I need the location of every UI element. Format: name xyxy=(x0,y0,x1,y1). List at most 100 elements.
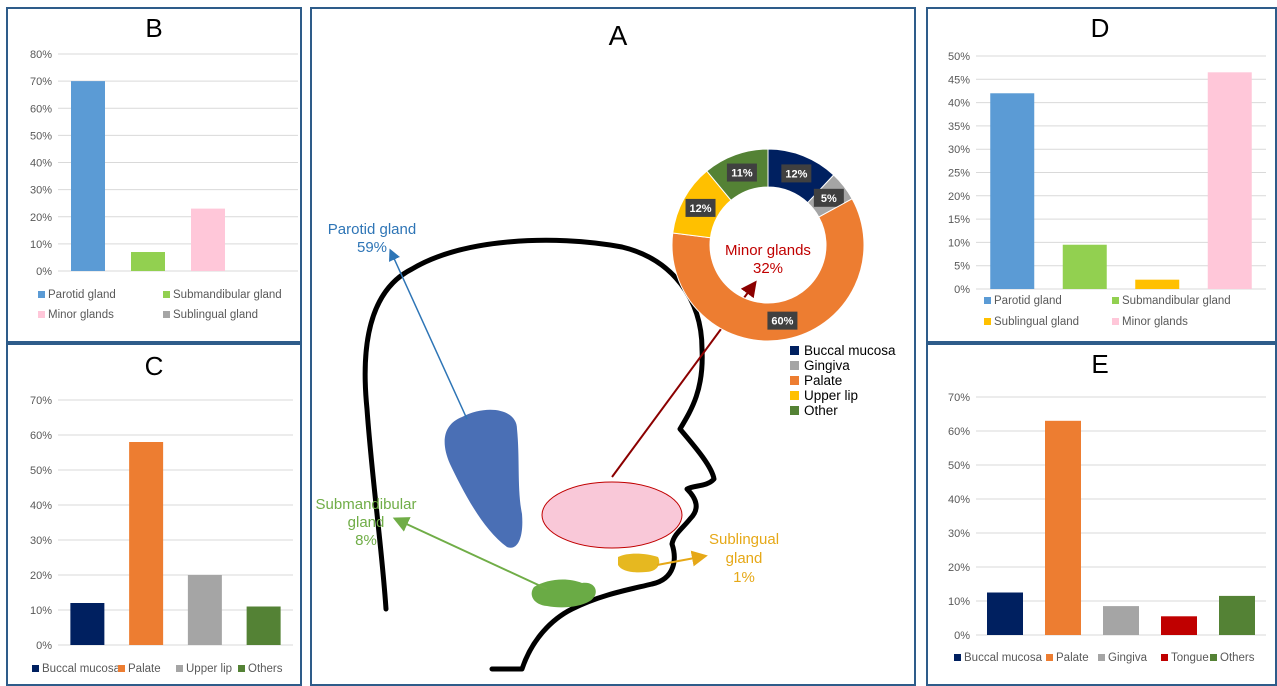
parotid-pct: 59% xyxy=(357,239,387,256)
donut-label-box xyxy=(781,164,812,183)
bar-palate xyxy=(129,442,164,645)
y-tick-label: 20% xyxy=(948,562,970,574)
y-tick-label: 45% xyxy=(948,74,970,86)
legend-swatch-submandibular-gland xyxy=(163,291,170,298)
donut-data-label: 5% xyxy=(821,193,837,205)
donut-legend-swatch-other xyxy=(790,406,799,415)
y-tick-label: 20% xyxy=(30,570,52,582)
legend-swatch-others xyxy=(1210,654,1217,661)
donut-legend-swatch-gingiva xyxy=(790,361,799,370)
legend-swatch-parotid-gland xyxy=(38,291,45,298)
bar-gingiva xyxy=(1103,606,1139,635)
y-tick-label: 50% xyxy=(30,130,52,142)
bar-palate xyxy=(1045,420,1081,635)
legend-swatch-upper-lip xyxy=(176,665,183,672)
panel-d: D 0% 5% 10% 15% 20% 25% 30% 35% 40% 45% 50% Parotid … xyxy=(926,7,1277,343)
y-tick-label: 60% xyxy=(948,426,970,438)
donut-legend-label-buccal-mucosa: Buccal mucosa xyxy=(804,343,896,358)
donut-data-label: 60% xyxy=(771,316,793,328)
y-tick-label: 25% xyxy=(948,168,970,180)
legend-label-palate: Palate xyxy=(128,663,161,675)
y-tick-label: 80% xyxy=(30,49,52,61)
bar-buccal-mucosa xyxy=(70,603,105,645)
submandibular-arrow xyxy=(392,517,548,590)
minor-glands-pct: 32% xyxy=(753,260,783,277)
legend-label-gingiva: Gingiva xyxy=(1108,652,1148,664)
y-tick-label: 10% xyxy=(948,596,970,608)
legend-swatch-buccal-mucosa xyxy=(32,665,39,672)
bar-minor-glands xyxy=(191,208,225,271)
y-tick-label: 35% xyxy=(948,121,970,133)
y-tick-label: 10% xyxy=(30,239,52,251)
sublingual-pct: 1% xyxy=(733,569,755,586)
y-tick-label: 0% xyxy=(36,640,52,652)
donut-legend-swatch-upper-lip xyxy=(790,391,799,400)
y-tick-label: 10% xyxy=(948,237,970,249)
bar-submandibular-gland xyxy=(1062,244,1107,289)
legend-label-buccal-mucosa: Buccal mucosa xyxy=(42,663,121,675)
panel-letter-a: A xyxy=(609,20,628,51)
submandibular-label-2: gland xyxy=(348,514,385,531)
donut-label-box xyxy=(767,311,798,330)
y-tick-label: 30% xyxy=(948,144,970,156)
legend-swatch-palate xyxy=(1046,654,1053,661)
legend-label-parotid-gland: Parotid gland xyxy=(48,289,116,301)
donut-data-label: 12% xyxy=(785,168,807,180)
legend-swatch-buccal-mucosa xyxy=(954,654,961,661)
panel-e: E 0% 10% 20% 30% 40% 50% 60% 70% Buccal mucosa Pal… xyxy=(926,343,1277,686)
legend-swatch-minor-glands xyxy=(38,311,45,318)
donut-legend-swatch-buccal-mucosa xyxy=(790,346,799,355)
submandibular-gland-shape xyxy=(531,579,596,608)
legend-label-others: Others xyxy=(248,663,283,675)
submandibular-label-1: Submandibular xyxy=(316,496,417,513)
legend-swatch-others xyxy=(238,665,245,672)
donut-legend-swatch-palate xyxy=(790,376,799,385)
y-tick-label: 70% xyxy=(30,76,52,88)
legend-label-sublingual-gland: Sublingual gland xyxy=(173,309,258,321)
donut-chart: 12% 5% 60% 12% 11% xyxy=(671,148,865,342)
chart-d: D 0% 5% 10% 15% 20% 25% 30% 35% 40% 45% 50% Parotid … xyxy=(948,13,1266,328)
bar-minor-glands xyxy=(1207,72,1252,289)
panel-letter-e: E xyxy=(1091,349,1108,379)
chart-c: C 0% 10% 20% 30% 40% 50% 60% 70% Buccal mucosa Pal… xyxy=(30,351,293,675)
legend-label-tongue: Tongue xyxy=(1171,652,1209,664)
y-tick-label: 30% xyxy=(30,535,52,547)
legend-label-palate: Palate xyxy=(1056,652,1089,664)
legend-label-submandibular-gland: Submandibular gland xyxy=(1122,295,1231,307)
chart-b: B 0% 10% 20% 30% 40% 50% 60% 70% 80% Parotid gland… xyxy=(30,13,298,321)
y-tick-label: 15% xyxy=(948,214,970,226)
legend-label-sublingual-gland: Sublingual gland xyxy=(994,316,1079,328)
y-tick-label: 70% xyxy=(30,395,52,407)
bar-tongue xyxy=(1161,616,1197,635)
bar-parotid-gland xyxy=(990,93,1035,289)
minor-glands-label: Minor glands xyxy=(725,242,811,259)
bar-buccal-mucosa xyxy=(987,592,1023,635)
y-tick-label: 40% xyxy=(948,98,970,110)
y-tick-label: 40% xyxy=(30,158,52,170)
legend-label-minor-glands: Minor glands xyxy=(48,309,114,321)
panel-letter-c: C xyxy=(145,351,164,381)
y-tick-label: 5% xyxy=(954,261,970,273)
donut-label-box xyxy=(813,188,844,207)
donut-legend-label-upper-lip: Upper lip xyxy=(804,388,858,403)
y-tick-label: 10% xyxy=(30,605,52,617)
panel-b: B 0% 10% 20% 30% 40% 50% 60% 70% 80% Parotid gland… xyxy=(6,7,302,343)
y-tick-label: 0% xyxy=(954,284,970,296)
y-tick-label: 40% xyxy=(30,500,52,512)
legend-swatch-parotid-gland xyxy=(984,297,991,304)
y-tick-label: 50% xyxy=(948,51,970,63)
y-tick-label: 60% xyxy=(30,103,52,115)
legend-label-upper-lip: Upper lip xyxy=(186,663,232,675)
legend-swatch-minor-glands xyxy=(1112,318,1119,325)
legend-label-minor-glands: Minor glands xyxy=(1122,316,1188,328)
parotid-label: Parotid gland xyxy=(328,221,416,238)
bar-others xyxy=(1219,595,1255,635)
y-tick-label: 30% xyxy=(30,185,52,197)
y-tick-label: 0% xyxy=(36,266,52,278)
chart-e: E 0% 10% 20% 30% 40% 50% 60% 70% Buccal mucosa Pal… xyxy=(948,349,1266,664)
y-tick-label: 40% xyxy=(948,494,970,506)
y-tick-label: 20% xyxy=(30,212,52,224)
parotid-gland-shape xyxy=(444,409,523,548)
donut-legend-label-palate: Palate xyxy=(804,373,842,388)
donut-data-label: 12% xyxy=(690,203,712,215)
